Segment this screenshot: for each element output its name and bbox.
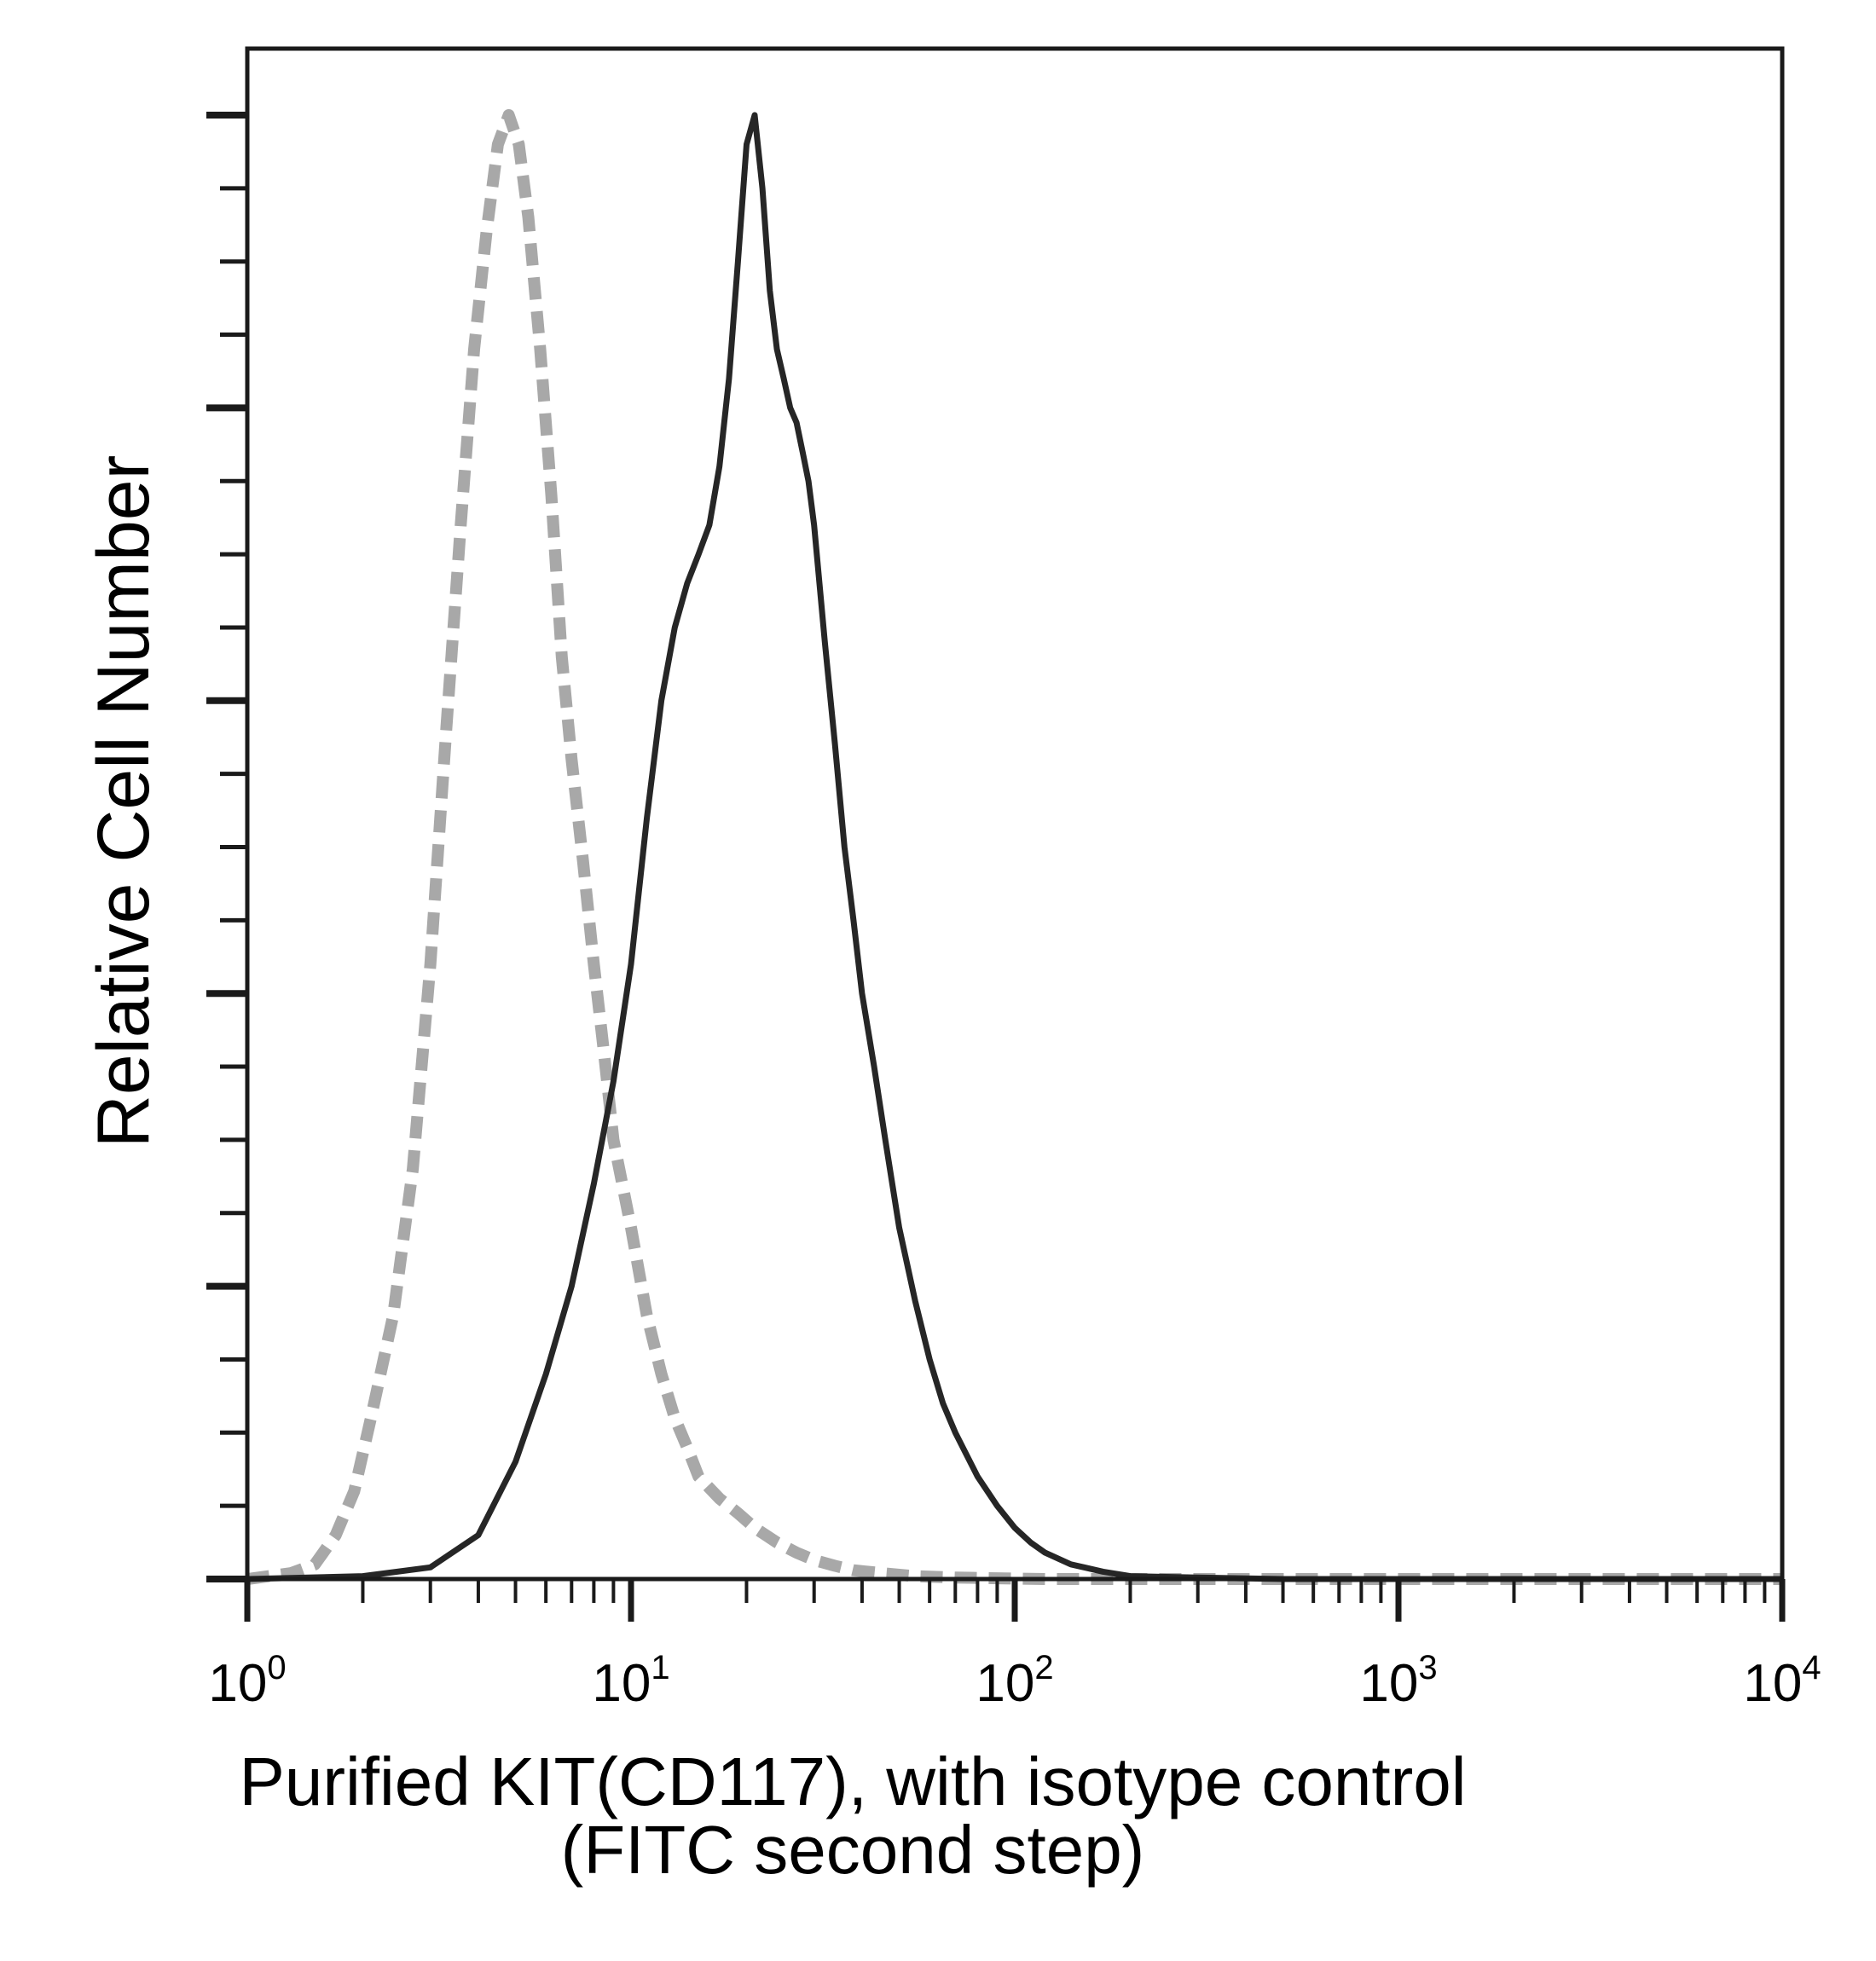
x-tick-label: 104 bbox=[1743, 1649, 1821, 1713]
x-axis-label-line2: (FITC second step) bbox=[560, 1812, 1145, 1888]
x-tick-label: 100 bbox=[208, 1649, 286, 1713]
y-axis-label: Relative Cell Number bbox=[83, 454, 165, 1148]
x-tick-label: 103 bbox=[1359, 1649, 1437, 1713]
curves-layer bbox=[246, 109, 1782, 1585]
x-tick-label: 101 bbox=[592, 1649, 669, 1713]
x-ticks bbox=[244, 1579, 1786, 1622]
isotype-control-curve bbox=[246, 109, 1782, 1585]
kit-cd117-curve bbox=[246, 112, 1782, 1582]
x-tick-label: 102 bbox=[976, 1649, 1053, 1713]
y-ticks bbox=[206, 112, 247, 1582]
x-tick-labels: 100 101 102 103 104 bbox=[208, 1649, 1821, 1713]
x-axis-label: Purified KIT(CD117), with isotype contro… bbox=[171, 1748, 1535, 1884]
x-axis-label-line1: Purified KIT(CD117), with isotype contro… bbox=[239, 1744, 1467, 1819]
